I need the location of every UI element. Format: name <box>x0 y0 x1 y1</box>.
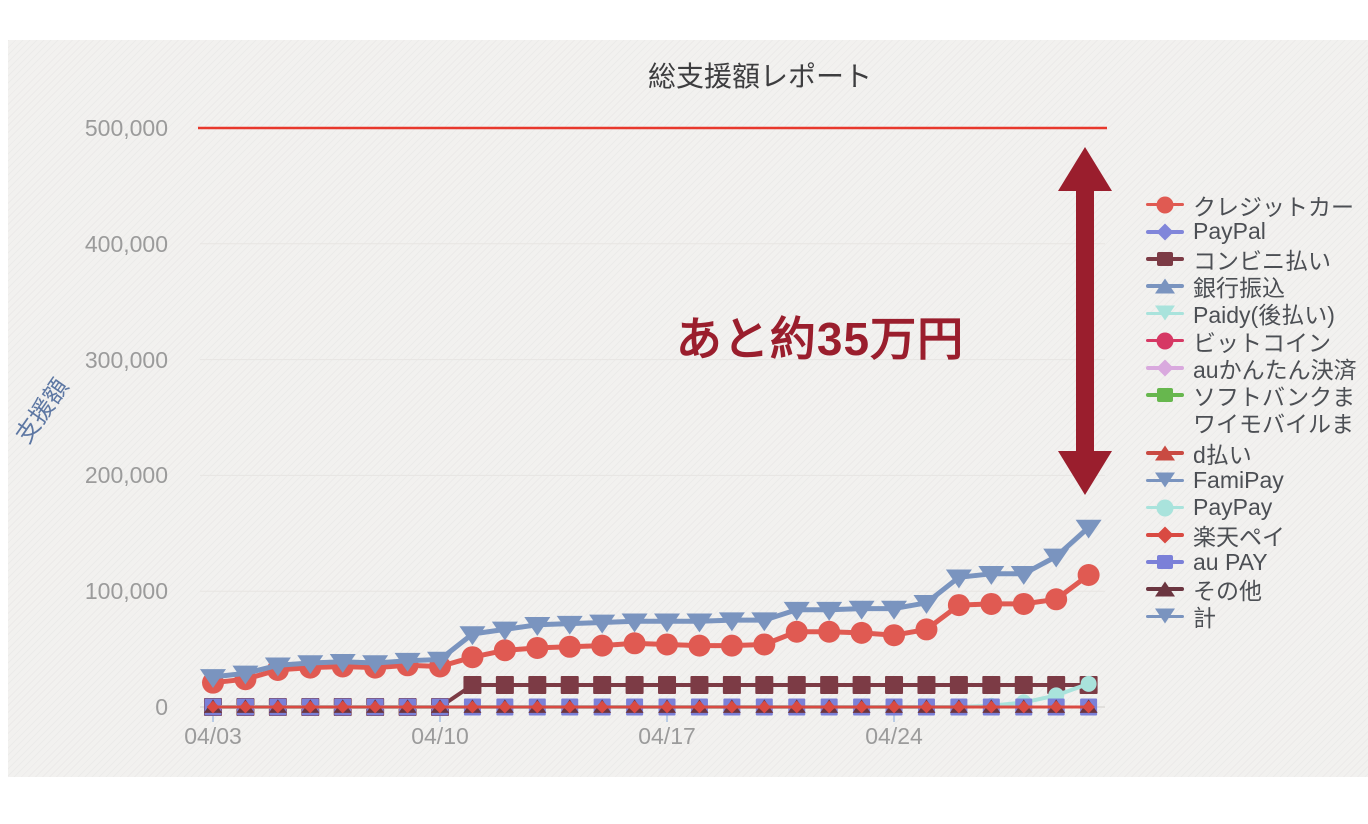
legend-label: d払い <box>1193 442 1252 469</box>
legend-label: 楽天ペイ <box>1193 523 1285 550</box>
circle-marker-icon <box>1146 498 1184 518</box>
legend-item-paypal[interactable]: PayPal <box>1146 218 1368 245</box>
square-marker-icon <box>1146 552 1184 572</box>
chart-title: 総支援額レポート <box>647 61 872 92</box>
x-tick-0417: 04/17 <box>638 723 696 749</box>
legend-item-sonota[interactable]: その他 <box>1146 576 1368 604</box>
legend-label: コンビニ払い <box>1193 247 1331 274</box>
triangle-down-marker-icon <box>1146 606 1184 626</box>
legend-label: au PAY <box>1193 548 1268 575</box>
legend-marker-spacer <box>1146 412 1184 432</box>
legend-label: 銀行振込 <box>1193 275 1285 302</box>
legend-label: 計 <box>1193 605 1216 631</box>
triangle-up-marker-icon <box>1146 579 1184 599</box>
circle-marker-icon <box>1146 331 1184 351</box>
legend-item-credit_card[interactable]: クレジットカー <box>1146 191 1368 220</box>
x-tick-0410: 04/10 <box>411 723 469 749</box>
legend-label: ワイモバイルま <box>1193 411 1354 438</box>
y-tick-500000: 500,000 <box>84 115 168 141</box>
diamond-marker-icon <box>1146 525 1184 545</box>
legend-item-rakuten_pay[interactable]: 楽天ペイ <box>1146 521 1368 550</box>
legend-item-kei[interactable]: 計 <box>1146 603 1368 631</box>
legend-item-konbini[interactable]: コンビニ払い <box>1146 245 1368 274</box>
legend-item-softbank[interactable]: ソフトバンクま <box>1146 381 1368 410</box>
x-tick-0424: 04/24 <box>865 723 923 749</box>
triangle-down-marker-icon <box>1146 303 1184 323</box>
legend-item-bank_transfer[interactable]: 銀行振込 <box>1146 273 1368 301</box>
legend-label: その他 <box>1193 578 1262 605</box>
triangle-down-marker-icon <box>1146 470 1184 490</box>
legend-label: PayPal <box>1193 218 1266 245</box>
square-marker-icon <box>1146 249 1184 269</box>
triangle-up-marker-icon <box>1146 443 1184 463</box>
triangle-up-marker-icon <box>1146 276 1184 296</box>
legend-item-bitcoin[interactable]: ビットコイン <box>1146 327 1368 356</box>
remaining-amount-annotation: あと約35万円 <box>675 313 965 365</box>
series-credit_card <box>202 563 1100 694</box>
x-tick-0403: 04/03 <box>184 723 242 749</box>
series-kei <box>200 519 1102 688</box>
legend-item-paidy[interactable]: Paidy(後払い) <box>1146 300 1368 328</box>
legend-label: Paidy(後払い) <box>1193 302 1335 329</box>
chart-legend: クレジットカー PayPal コンビニ払い 銀行振込 Paidy(後払い) ビットコイン a… <box>1146 191 1368 631</box>
diamond-marker-icon <box>1146 358 1184 378</box>
legend-label: auかんたん決済 <box>1193 356 1357 383</box>
square-marker-icon <box>1146 385 1184 405</box>
legend-item-d_barai[interactable]: d払い <box>1146 440 1368 468</box>
legend-item-paypay[interactable]: PayPay <box>1146 494 1368 521</box>
chart-background <box>8 40 1368 777</box>
y-tick-200000: 200,000 <box>84 462 168 488</box>
legend-item-famipay[interactable]: FamiPay <box>1146 467 1368 494</box>
y-tick-0: 0 <box>155 694 168 720</box>
legend-item-softbank-line2[interactable]: ワイモバイルま <box>1146 409 1368 437</box>
y-tick-400000: 400,000 <box>84 231 168 257</box>
y-tick-300000: 300,000 <box>84 347 168 373</box>
legend-item-au_pay[interactable]: au PAY <box>1146 548 1368 575</box>
legend-label: ビットコイン <box>1193 329 1331 356</box>
remaining-amount-arrow <box>1058 147 1112 495</box>
legend-item-au_kantan[interactable]: auかんたん決済 <box>1146 354 1368 383</box>
legend-label: ソフトバンクま <box>1193 383 1356 410</box>
diamond-marker-icon <box>1146 222 1184 242</box>
legend-label: FamiPay <box>1193 466 1284 493</box>
y-tick-100000: 100,000 <box>84 578 168 604</box>
legend-label: PayPay <box>1193 494 1273 521</box>
legend-label: クレジットカー <box>1193 193 1354 220</box>
circle-marker-icon <box>1146 195 1184 215</box>
